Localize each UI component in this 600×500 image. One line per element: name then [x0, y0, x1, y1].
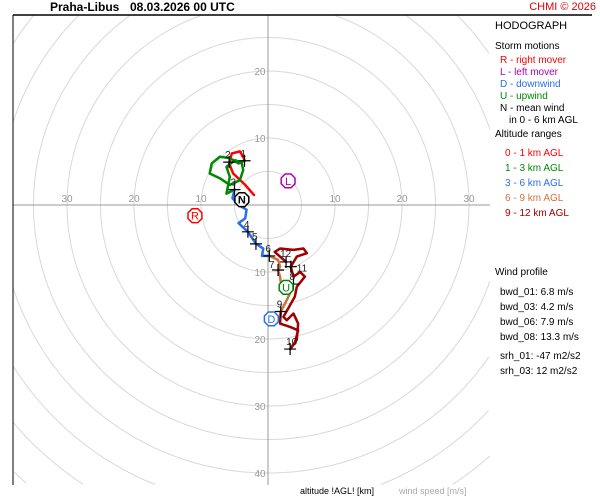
wind-speed-label: wind speed [m/s] [399, 486, 467, 496]
altitude-cross-icon [284, 343, 297, 356]
tick-labels: 30 20 10 10 20 30 10 20 10 20 30 40 [61, 67, 475, 480]
legend-title: HODOGRAPH [495, 20, 568, 32]
storm-motion-label: N [238, 195, 246, 207]
wind-profile-item: bwd_06: 7.9 m/s [500, 317, 574, 328]
tick-label: 20 [254, 335, 266, 346]
storm-motion-marker [263, 311, 280, 327]
wind-profile-item: bwd_03: 4.2 m/s [500, 302, 574, 313]
tick-label: 30 [254, 402, 266, 413]
speed-ring [452, 455, 491, 485]
altitude-legend-item: 1 - 3 km AGL [505, 163, 564, 174]
speed-rings [12, 14, 491, 485]
storm-legend-item: R - right mover [500, 55, 567, 66]
altitude-marker-label: 7 [269, 260, 275, 271]
altitude-cross-icon [249, 237, 262, 250]
speed-ring [405, 14, 491, 129]
altitude-legend-item: 9 - 12 km AGL [505, 208, 569, 219]
altitude-marker-label: 1 [241, 149, 247, 160]
speed-ring [457, 15, 490, 54]
altitude-cross-icon [272, 263, 285, 276]
storm-motion-markers: R L N U D [187, 173, 296, 327]
tick-label: 10 [329, 194, 341, 205]
datetime: 08.03.2026 00 UTC [130, 0, 235, 14]
trace-6-9kmagl [268, 254, 293, 313]
altitude-legend-item: 3 - 6 km AGL [505, 178, 564, 189]
altitude-cross-icon [228, 183, 241, 196]
storm-motion-marker [280, 173, 296, 189]
srh-item: srh_01: -47 m2/s2 [500, 351, 581, 362]
wind-profile-item: bwd_01: 6.8 m/s [500, 287, 574, 298]
altitude-marker-label: 5 [252, 232, 258, 243]
wind-profile-item: bwd_08: 13.3 m/s [500, 332, 579, 343]
storm-motion-marker [187, 208, 203, 224]
altitude-marker-label: 9 [277, 300, 283, 311]
altitude-marker-label: 11 [297, 264, 308, 275]
tick-label: 20 [128, 194, 140, 205]
altitude-cross-icon [223, 156, 236, 169]
altitude-legend-item: 0 - 1 km AGL [505, 148, 564, 159]
speed-ring [380, 410, 489, 485]
tick-label: 30 [61, 194, 73, 205]
altitude-ranges-title: Altitude ranges [495, 129, 562, 140]
altitude-marker-label: 4 [244, 220, 250, 231]
altitude-legend-item: 6 - 9 km AGL [505, 193, 564, 204]
tick-label: 30 [463, 194, 475, 205]
speed-ring [13, 366, 156, 485]
altitude-cross-icon [284, 260, 297, 273]
altitude-marker-label: 10 [286, 337, 298, 348]
station-name: Praha-Libus [50, 0, 120, 14]
trace-1-3kmagl [208, 155, 246, 195]
storm-legend-item: U - upwind [500, 91, 548, 102]
speed-ring [66, 15, 470, 407]
tick-label: 10 [254, 268, 266, 279]
altitude-marker-label: 2 [225, 150, 231, 161]
storm-legend-item: in 0 - 6 km AGL [509, 115, 578, 126]
storm-motions-title: Storm motions [495, 41, 560, 52]
storm-motion-label: D [267, 314, 275, 326]
storm-motion-label: U [282, 282, 290, 294]
storm-legend-item: D - downwind [500, 79, 561, 90]
speed-ring [334, 15, 470, 205]
tick-label: 20 [396, 194, 408, 205]
storm-motion-label: L [285, 176, 291, 188]
altitude-cross-icon [263, 249, 276, 262]
hodograph-traces [208, 150, 309, 351]
storm-motion-label: R [191, 211, 199, 223]
altitude-marker-label: 6 [265, 244, 271, 255]
speed-ring [12, 15, 79, 123]
storm-legend-item: N - mean wind [500, 103, 565, 114]
altitude-marker-label: 8 [289, 272, 295, 283]
trace-9-12kmagl [273, 247, 309, 351]
wind-profile-title: Wind profile [495, 267, 548, 278]
altitude-cross-icon [238, 154, 251, 167]
speed-ring [13, 471, 27, 484]
speed-ring [13, 14, 35, 44]
tick-label: 10 [195, 194, 207, 205]
altitude-cross-icon [280, 255, 293, 268]
altitude-marker-label: 3 [231, 178, 237, 189]
storm-motion-marker [234, 191, 250, 208]
speed-ring [12, 287, 490, 474]
tick-label: 10 [254, 134, 266, 145]
srh-item: srh_03: 12 m2/s2 [500, 366, 578, 377]
speed-ring [33, 14, 491, 440]
tick-label: 40 [254, 469, 266, 480]
altitude-marker-label: 12 [280, 249, 292, 260]
altitude-axis-label: altitude !AGL! [km] [300, 486, 375, 496]
altitude-cross-icon [241, 225, 254, 238]
copyright: CHMI © 2026 [529, 1, 596, 13]
storm-legend-item: L - left mover [500, 67, 558, 78]
tick-label: 20 [254, 67, 266, 78]
storm-motion-marker [278, 279, 294, 296]
speed-ring [12, 422, 84, 485]
altitude-cross-icon [274, 305, 287, 318]
